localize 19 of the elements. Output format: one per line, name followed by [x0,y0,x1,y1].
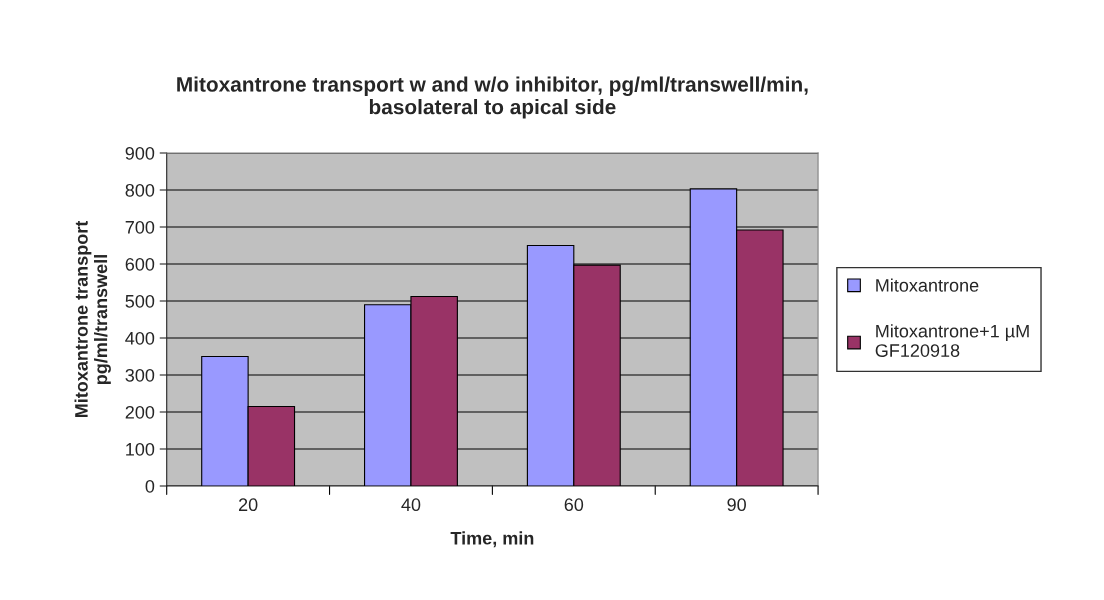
x-tick-label: 60 [564,498,584,512]
y-tick-label: 500 [125,294,155,308]
y-tick-label: 400 [125,331,155,345]
chart-title: Mitoxantrone transport w and w/o inhibitor, pg/ml/transwell/min, basolateral to apical side [177,76,808,119]
y-tick-label: 800 [125,183,155,197]
y-tick-label: 700 [125,220,155,234]
legend-label: Mitoxantrone [876,278,979,292]
y-tick-label: 100 [126,442,155,456]
x-tick-label: 40 [401,498,421,512]
y-tick-label: 600 [125,257,155,271]
y-tick-label: 0 [145,479,155,493]
y-axis-title: Mitoxantrone transport pg/ml/transwell [74,220,111,418]
x-tick-label: 90 [727,498,746,512]
y-tick-label: 300 [125,368,155,382]
y-tick-label: 900 [125,146,155,160]
x-tick-label: 20 [238,498,258,512]
legend-label: Mitoxantrone+1 µM GF120918 [875,324,1029,357]
y-tick-label: 200 [125,405,155,419]
x-axis-title: Time, min [450,531,534,548]
